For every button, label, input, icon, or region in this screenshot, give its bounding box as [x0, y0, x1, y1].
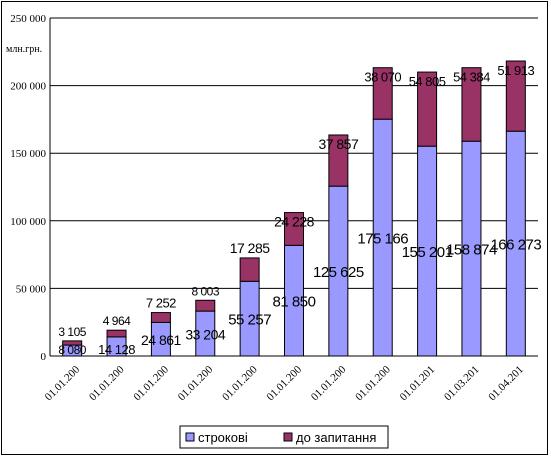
x-tick-label: 01.01.200 — [265, 363, 305, 403]
data-label-strokovi: 158 874 — [446, 242, 497, 259]
data-label-do-zapytannia: 38 070 — [364, 70, 401, 85]
bar-do-zapytannia — [62, 340, 83, 346]
data-label-do-zapytannia: 3 105 — [58, 325, 86, 339]
data-label-do-zapytannia: 7 252 — [146, 296, 176, 311]
x-tick-label: 01.01.201 — [398, 364, 438, 404]
bar-do-zapytannia — [150, 312, 171, 323]
bar-do-zapytannia — [328, 134, 349, 187]
x-tick-label: 01.01.200 — [309, 363, 349, 403]
y-tick-label: 100 000 — [10, 216, 46, 228]
data-label-strokovi: 81 850 — [273, 294, 316, 311]
x-tick-label: 01.01.200 — [87, 363, 127, 403]
data-label-strokovi: 33 204 — [185, 327, 226, 343]
data-label-do-zapytannia: 24 228 — [274, 214, 315, 230]
data-label-strokovi: 55 257 — [228, 312, 271, 329]
legend-swatch-do-zapytannia — [283, 432, 293, 442]
data-label-do-zapytannia: 4 964 — [103, 314, 131, 328]
y-tick-label: 50 000 — [16, 283, 47, 295]
data-label-do-zapytannia: 54 384 — [453, 70, 490, 85]
data-label-do-zapytannia: 37 857 — [318, 136, 359, 152]
y-tick-label: 150 000 — [10, 148, 46, 160]
data-label-strokovi: 125 625 — [313, 264, 364, 281]
bar-do-zapytannia — [505, 60, 526, 132]
data-label-do-zapytannia: 51 913 — [497, 63, 534, 78]
x-tick-label: 01.01.200 — [353, 363, 393, 403]
bar-do-zapytannia — [284, 212, 304, 246]
data-label-strokovi: 14 128 — [98, 342, 135, 357]
data-label-strokovi: 166 273 — [490, 237, 541, 254]
data-label-do-zapytannia: 54 805 — [409, 74, 446, 89]
y-unit-label: млн.грн. — [6, 44, 42, 55]
bar-do-zapytannia — [106, 329, 127, 338]
legend-label-strokovi: строкові — [198, 430, 248, 445]
x-tick-label: 01.01.200 — [131, 363, 171, 403]
y-tick-label: 250 000 — [10, 13, 46, 25]
legend-label-do-zapytannia: до запитання — [296, 430, 376, 445]
y-tick-label: 200 000 — [10, 81, 46, 93]
x-tick-label: 01.04.201 — [486, 364, 526, 404]
data-label-strokovi: 24 861 — [141, 332, 182, 348]
y-tick-label: 0 — [41, 351, 47, 363]
bar-do-zapytannia — [417, 71, 438, 147]
data-label-strokovi: 175 166 — [357, 231, 408, 248]
x-tick-label: 01.01.200 — [176, 363, 216, 403]
bar-do-zapytannia — [461, 67, 482, 142]
data-label-strokovi: 155 201 — [402, 244, 453, 261]
bar-do-zapytannia — [239, 257, 260, 282]
bar-do-zapytannia — [372, 67, 393, 120]
x-tick-label: 01.01.200 — [220, 363, 260, 403]
bar-do-zapytannia — [195, 299, 216, 312]
data-label-do-zapytannia: 17 285 — [230, 240, 271, 256]
data-label-strokovi: 8 080 — [58, 343, 86, 357]
legend-swatch-strokovi — [185, 432, 195, 442]
data-label-do-zapytannia: 8 003 — [192, 284, 220, 298]
x-tick-label: 01.03.201 — [442, 364, 482, 404]
x-tick-label: 01.01.200 — [43, 363, 83, 403]
